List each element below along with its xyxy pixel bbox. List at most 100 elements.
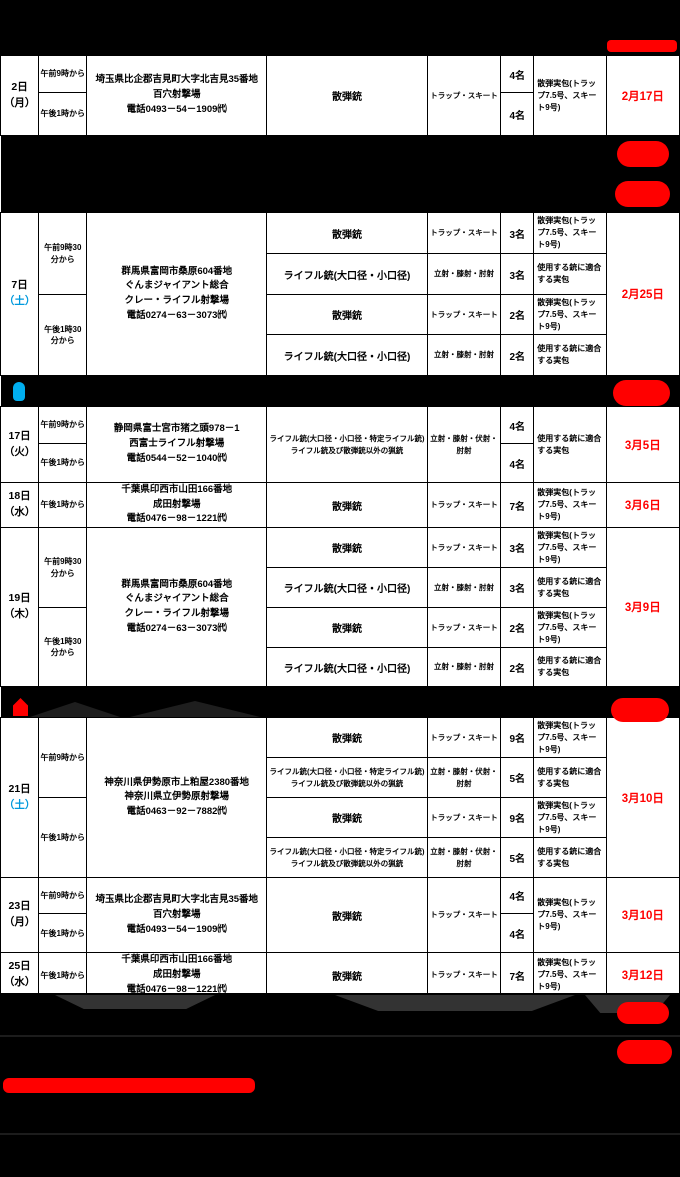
gun-type-cell: 散弾銃: [266, 607, 428, 649]
capacity-cell: 2名: [500, 334, 535, 376]
time-cell: 午前9時30分から: [38, 212, 88, 295]
shooting-style-cell: トラップ・スキート: [426, 55, 502, 136]
ammo-cell: 散弾実包(トラップ7.5号、スキート9号): [533, 294, 607, 335]
location-cell: 静岡県富士宮市猪之頭978－1 西富士ライフル射撃場 電話0544－52－104…: [86, 406, 268, 483]
redaction-artifact: [335, 995, 575, 1011]
redacted-red-mark: [617, 141, 669, 167]
redacted-red-mark: [613, 380, 670, 406]
time-cell: 午前9時から: [38, 877, 88, 915]
ammo-cell: 散弾実包(トラップ7.5号、スキート9号): [533, 797, 607, 839]
date-weekday: （木）: [3, 608, 36, 621]
time-cell: 午後1時から: [38, 443, 88, 483]
date-cell: 23日 （月）: [0, 877, 40, 954]
ammo-cell: 散弾実包(トラップ7.5号、スキート9号): [533, 952, 607, 999]
shooting-style-cell: トラップ・スキート: [426, 294, 502, 335]
location-cell: 群馬県富岡市桑原604番地 ぐんまジャイアント総合 クレー・ライフル射撃場 電話…: [86, 212, 268, 376]
location-cell: 埼玉県比企郡吉見町大字北吉見35番地 百穴射撃場 電話0493－54－1909㈹: [86, 55, 268, 136]
date-weekday: （水）: [3, 976, 36, 989]
date-cell: 18日 （水）: [0, 481, 40, 529]
ammo-cell: 使用する銃に適合する実包: [533, 837, 607, 879]
gun-type-cell: 散弾銃: [266, 55, 428, 136]
capacity-cell: 2名: [500, 647, 535, 688]
date-cell: 2日 （月）: [0, 55, 40, 136]
capacity-cell: 9名: [500, 797, 535, 839]
capacity-cell: 3名: [500, 567, 535, 609]
location-cell: 千葉県印西市山田166番地 成田射撃場 電話0476－98－1221㈹: [86, 952, 268, 999]
deadline-cell: 3月10日: [605, 877, 680, 954]
redaction-seam: [0, 1035, 680, 1037]
deadline-cell: 3月10日: [605, 717, 680, 879]
ammo-cell: 使用する銃に適合する実包: [533, 406, 607, 483]
date-day: 18日: [8, 490, 31, 503]
shooting-style-cell: 立射・膝射・肘射: [426, 334, 502, 376]
time-cell: 午後1時から: [38, 797, 88, 879]
date-day: 21日: [8, 782, 31, 795]
time-cell: 午後1時から: [38, 952, 88, 999]
date-cell: 17日 （火）: [0, 406, 40, 483]
capacity-cell: 4名: [500, 92, 535, 136]
redacted-blue-mark: [13, 382, 25, 401]
redacted-red-mark: [617, 1002, 669, 1024]
deadline-cell: 3月5日: [605, 406, 680, 483]
capacity-cell: 2名: [500, 607, 535, 649]
ammo-cell: 散弾実包(トラップ7.5号、スキート9号): [533, 55, 607, 136]
capacity-cell: 5名: [500, 837, 535, 879]
capacity-cell: 3名: [500, 253, 535, 295]
gun-type-cell: ライフル銃(大口径・小口径): [266, 567, 428, 609]
deadline-cell: 3月12日: [605, 952, 680, 999]
gun-type-cell: 散弾銃: [266, 717, 428, 759]
date-day: 7日: [11, 279, 28, 292]
date-cell: 7日 （土）: [0, 212, 40, 376]
gun-type-cell: 散弾銃: [266, 527, 428, 569]
date-weekday: （月）: [3, 916, 36, 929]
gun-type-cell: ライフル銃(大口径・小口径・特定ライフル銃) ライフル銃及び散弾銃以外の猟銃: [266, 406, 428, 483]
redaction-band-header: [0, 0, 680, 55]
shooting-style-cell: 立射・膝射・肘射: [426, 567, 502, 609]
capacity-cell: 4名: [500, 55, 535, 93]
date-cell: 25日 （水）: [0, 952, 40, 999]
time-cell: 午前9時30分から: [38, 527, 88, 609]
date-weekday: （水）: [3, 506, 36, 519]
redacted-red-text: [3, 1078, 255, 1093]
shooting-style-cell: 立射・膝射・伏射・肘射: [426, 757, 502, 799]
time-cell: 午前9時から: [38, 717, 88, 799]
deadline-cell: 3月9日: [605, 527, 680, 688]
deadline-cell: 2月25日: [605, 212, 680, 376]
capacity-cell: 4名: [500, 443, 535, 483]
gun-type-cell: ライフル銃(大口径・小口径): [266, 334, 428, 376]
gun-type-cell: 散弾銃: [266, 877, 428, 954]
redaction-seam: [0, 1133, 680, 1135]
shooting-style-cell: トラップ・スキート: [426, 607, 502, 649]
date-day: 2日: [11, 80, 28, 93]
gun-type-cell: 散弾銃: [266, 952, 428, 999]
shooting-style-cell: トラップ・スキート: [426, 952, 502, 999]
shooting-style-cell: 立射・膝射・伏射・肘射: [426, 837, 502, 879]
redaction-band: [0, 375, 680, 407]
deadline-cell: 2月17日: [605, 55, 680, 136]
gun-type-cell: ライフル銃(大口径・小口径・特定ライフル銃) ライフル銃及び散弾銃以外の猟銃: [266, 837, 428, 879]
time-cell: 午後1時から: [38, 92, 88, 136]
capacity-cell: 2名: [500, 294, 535, 335]
time-cell: 午後1時から: [38, 913, 88, 954]
time-cell: 午後1時から: [38, 481, 88, 529]
date-weekday: （土）: [3, 798, 36, 811]
date-day: 23日: [8, 900, 31, 913]
shooting-style-cell: トラップ・スキート: [426, 481, 502, 529]
redacted-red-mark: [611, 698, 669, 722]
date-day: 17日: [8, 429, 31, 442]
date-weekday: （火）: [3, 445, 36, 458]
ammo-cell: 使用する銃に適合する実包: [533, 647, 607, 688]
capacity-cell: 7名: [500, 952, 535, 999]
location-cell: 埼玉県比企郡吉見町大字北吉見35番地 百穴射撃場 電話0493－54－1909㈹: [86, 877, 268, 954]
shooting-style-cell: トラップ・スキート: [426, 527, 502, 569]
redacted-red-text: [607, 40, 677, 52]
redaction-artifact: [55, 995, 215, 1009]
date-cell: 19日 （木）: [0, 527, 40, 688]
red-up-arrow-icon: [13, 698, 28, 716]
ammo-cell: 散弾実包(トラップ7.5号、スキート9号): [533, 527, 607, 569]
gun-type-cell: ライフル銃(大口径・小口径): [266, 253, 428, 295]
time-cell: 午後1時30分から: [38, 294, 88, 376]
ammo-cell: 散弾実包(トラップ7.5号、スキート9号): [533, 481, 607, 529]
redaction-band: [0, 135, 680, 213]
time-cell: 午前9時から: [38, 406, 88, 444]
